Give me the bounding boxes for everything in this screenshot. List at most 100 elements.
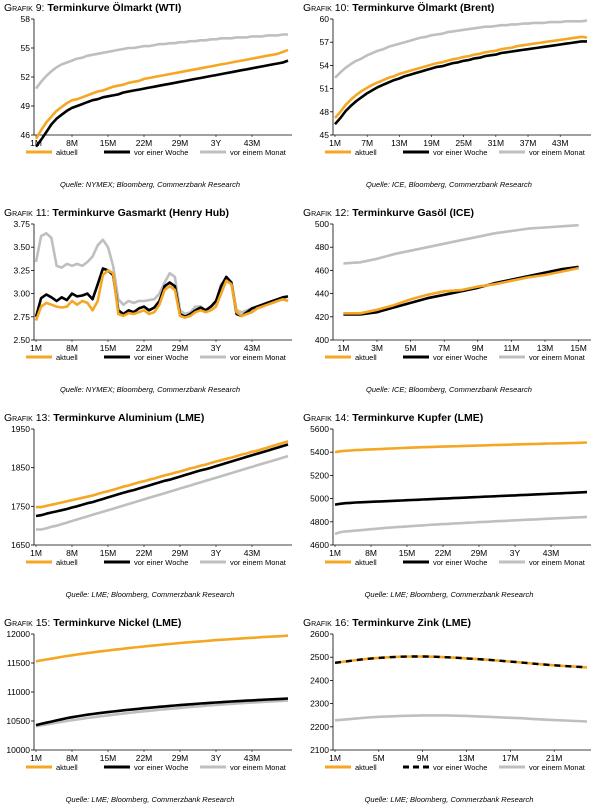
x-tick-label: 43M	[244, 343, 261, 353]
x-tick-label: 43M	[244, 138, 261, 148]
y-tick-label: 45	[320, 130, 330, 140]
chart-title: Grafik 11: Terminkurve Gasmarkt (Henry H…	[4, 207, 229, 219]
legend-label: vor einer Woche	[433, 763, 487, 772]
legend-label: aktuell	[355, 148, 377, 157]
chart-title-text: Terminkurve Aluminium (LME)	[50, 412, 205, 424]
legend-label: vor einer Woche	[134, 353, 188, 362]
x-tick-label: 8M	[66, 753, 78, 763]
y-tick-label: 1850	[11, 463, 30, 473]
x-tick-label: 15M	[100, 753, 117, 763]
legend-label: vor einer Woche	[433, 353, 487, 362]
x-tick-label: 3M	[371, 343, 383, 353]
chart-source: Quelle: ICE; Bloomberg, Commerzbank Rese…	[366, 385, 532, 394]
x-tick-label: 25M	[455, 138, 472, 148]
x-tick-label: 21M	[546, 753, 563, 763]
x-tick-label: 31M	[488, 138, 505, 148]
x-tick-label: 29M	[172, 753, 189, 763]
chart-number: Grafik 15:	[4, 617, 51, 629]
y-tick-label: 60	[320, 14, 330, 24]
series-line-week	[34, 267, 289, 319]
y-tick-label: 1750	[11, 501, 30, 511]
series-line-month	[343, 223, 579, 265]
y-tick-label: 11000	[7, 687, 30, 697]
series-line-week	[35, 443, 289, 518]
chart-number: Grafik 16:	[303, 617, 350, 629]
chart-title-text: Terminkurve Zink (LME)	[349, 617, 472, 629]
x-tick-label: 1M	[337, 343, 349, 353]
chart-svg: 400 420 440 460 480 500 1M 3M 5M 7M 9M 11M 13M 15M akt…	[315, 219, 591, 362]
y-tick-label: 500	[315, 219, 329, 229]
y-tick-label: 4800	[310, 517, 329, 527]
chart-svg: 45 48 51 54 57 60 1M 7M 13M 19M 25M 31M 37M 43M aktuel…	[320, 14, 591, 157]
series-line-week	[334, 40, 587, 126]
x-tick-label: 1M	[30, 138, 42, 148]
y-tick-label: 55	[21, 43, 31, 53]
chart-title: Grafik 15: Terminkurve Nickel (LME)	[4, 617, 181, 629]
legend-label: vor einer Woche	[433, 148, 487, 157]
legend-label: vor einem Monat	[529, 148, 586, 157]
series-line-current	[35, 634, 289, 663]
legend-label: vor einem Monat	[529, 353, 586, 362]
x-tick-label: 29M	[172, 548, 189, 558]
legend-label: vor einem Monat	[230, 148, 287, 157]
x-tick-label: 1M	[329, 548, 341, 558]
x-tick-label: 3Y	[211, 548, 222, 558]
legend-label: vor einer Woche	[134, 558, 188, 567]
chart-title-text: Terminkurve Ölmarkt (WTI)	[44, 2, 182, 14]
y-tick-label: 1950	[11, 424, 30, 434]
chart-title-text: Terminkurve Kupfer (LME)	[349, 412, 484, 424]
y-tick-label: 5000	[310, 494, 329, 504]
x-tick-label: 13M	[537, 343, 554, 353]
legend-label: vor einem Monat	[529, 558, 586, 567]
x-tick-label: 37M	[520, 138, 537, 148]
series-line-current	[36, 440, 289, 509]
y-tick-label: 58	[21, 14, 31, 24]
x-tick-label: 3Y	[211, 343, 222, 353]
chart-panel: Grafik 11: Terminkurve Gasmarkt (Henry H…	[4, 207, 296, 399]
series-line-current	[334, 35, 588, 119]
y-tick-label: 52	[21, 72, 31, 82]
y-tick-label: 5400	[310, 447, 329, 457]
y-tick-label: 2300	[310, 699, 329, 709]
legend-label: vor einer Woche	[433, 558, 487, 567]
y-tick-label: 54	[320, 60, 330, 70]
chart-title: Grafik 16: Terminkurve Zink (LME)	[303, 617, 471, 629]
y-tick-label: 2.50	[13, 335, 30, 345]
legend-label: aktuell	[56, 148, 78, 157]
y-tick-label: 48	[320, 107, 330, 117]
chart-panel: Grafik 16: Terminkurve Zink (LME) 2100 220…	[303, 617, 595, 809]
series-line-current	[334, 441, 588, 454]
x-tick-label: 3Y	[510, 548, 521, 558]
chart-panel: Grafik 12: Terminkurve Gasöl (ICE) 400 420…	[303, 207, 595, 399]
x-tick-label: 29M	[172, 343, 189, 353]
x-tick-label: 22M	[435, 548, 452, 558]
x-tick-label: 3Y	[211, 753, 222, 763]
x-tick-label: 8M	[365, 548, 377, 558]
legend-label: vor einem Monat	[230, 353, 287, 362]
y-tick-label: 2200	[310, 722, 329, 732]
series-line-month	[35, 699, 289, 728]
chart-source: Quelle: LME; Bloomberg, Commerzbank Rese…	[364, 590, 534, 599]
y-tick-label: 57	[320, 37, 330, 47]
x-tick-label: 17M	[502, 753, 519, 763]
x-tick-label: 8M	[66, 138, 78, 148]
y-tick-label: 2400	[310, 675, 329, 685]
series-line-month	[34, 33, 288, 90]
x-tick-label: 1M	[30, 753, 42, 763]
series-line-month	[36, 454, 289, 531]
x-tick-label: 3Y	[211, 138, 222, 148]
chart-number: Grafik 9:	[4, 2, 45, 14]
y-tick-label: 5200	[310, 470, 329, 480]
series-line-week	[34, 59, 289, 148]
y-tick-label: 49	[21, 101, 31, 111]
series-line-current	[343, 266, 579, 315]
series-line-month	[334, 714, 588, 723]
chart-source: Quelle: NYMEX; Bloomberg, Commerzbank Re…	[59, 180, 241, 189]
chart-source: Quelle: LME; Bloomberg, Commerzbank Rese…	[364, 795, 534, 804]
series-line-current	[34, 48, 289, 140]
chart-svg: 2100 2200 2300 2400 2500 2600 1M 5M 9M 13M 17M 21M a…	[310, 629, 591, 772]
y-tick-label: 46	[21, 130, 31, 140]
series-line-week	[334, 490, 588, 506]
x-tick-label: 7M	[361, 138, 373, 148]
legend-label: vor einem Monat	[230, 558, 287, 567]
